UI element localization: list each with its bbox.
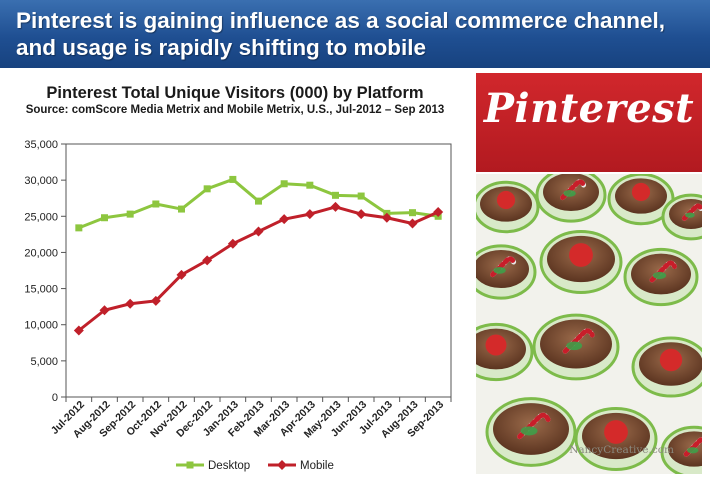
data-point-desktop [75, 224, 83, 232]
green-frosting [652, 271, 667, 280]
candy-cane-stripes [649, 260, 677, 283]
candy-cane-stripes [517, 412, 551, 440]
y-tick-label: 15,000 [24, 284, 58, 296]
red-frosting [496, 190, 516, 210]
banner-title: Pinterest is gaining influence as a soci… [16, 8, 665, 60]
chocolate [668, 431, 702, 467]
y-tick-label: 5,000 [30, 356, 58, 368]
green-frosting [686, 447, 699, 454]
data-point-mobile [433, 206, 444, 217]
data-point-desktop [229, 175, 237, 183]
data-point-mobile [304, 209, 315, 220]
y-tick-label: 25,000 [24, 211, 58, 223]
y-tick-label: 35,000 [24, 139, 58, 151]
data-point-desktop [101, 214, 108, 222]
data-point-desktop [332, 191, 339, 199]
red-frosting [631, 182, 651, 202]
legend-marker [277, 460, 287, 470]
data-point-desktop [203, 185, 211, 193]
data-point-mobile [150, 295, 161, 306]
candy-cane-stripes [560, 179, 587, 201]
y-tick-label: 20,000 [24, 247, 58, 259]
plot-area [65, 143, 452, 398]
data-point-mobile [356, 209, 367, 220]
red-frosting [659, 348, 683, 372]
chart-title: Pinterest Total Unique Visitors (000) by… [46, 84, 424, 102]
green-frosting [566, 341, 583, 351]
pinterest-logo: Pinterest [476, 73, 702, 172]
data-point-desktop [152, 200, 160, 208]
data-point-mobile [407, 218, 418, 229]
legend-label: Desktop [208, 460, 250, 472]
data-point-mobile [381, 212, 392, 223]
data-point-desktop [178, 205, 185, 213]
line-chart: 0 5,000 10,000 15,000 20,000 25,000 30,000 35,0… [24, 139, 452, 472]
logo-wordmark: Pinterest [483, 85, 695, 132]
data-point-mobile [99, 305, 110, 316]
data-point-mobile [73, 325, 84, 336]
y-tick-label: 10,000 [24, 320, 58, 332]
red-frosting [604, 420, 628, 444]
green-frosting [493, 267, 506, 274]
header-banner: Pinterest is gaining influence as a soci… [0, 0, 710, 68]
green-frosting [563, 190, 576, 197]
photo-chocolate-cups: NancyCreative.com [476, 174, 702, 474]
red-frosting [569, 243, 593, 267]
data-point-mobile [253, 226, 264, 237]
data-point-mobile [176, 269, 187, 280]
red-frosting [485, 334, 507, 356]
chart-subtitle: Source: comScore Media Metrix and Mobile… [25, 104, 445, 116]
data-point-desktop [357, 192, 365, 200]
series-line-mobile [77, 205, 439, 332]
candy-cane-stripes [681, 203, 702, 221]
data-point-desktop [255, 197, 262, 205]
data-point-desktop [126, 210, 134, 218]
data-point-mobile [330, 201, 341, 212]
candy-cane-stripes [490, 256, 517, 278]
legend-label: Mobile [300, 460, 334, 472]
chocolate-cups-illustration [476, 174, 702, 474]
data-point-mobile [227, 238, 238, 249]
candy-cane-stripes [562, 328, 595, 354]
y-tick-label: 30,000 [24, 175, 58, 187]
data-point-mobile [202, 255, 213, 266]
y-tick-label: 0 [52, 392, 58, 404]
photo-credit: NancyCreative.com [569, 444, 674, 456]
candy-cane-stripes [683, 437, 702, 457]
data-point-mobile [125, 298, 136, 309]
legend-marker [186, 461, 194, 469]
data-point-desktop [306, 181, 314, 189]
data-point-desktop [280, 180, 288, 188]
green-frosting [685, 212, 695, 218]
green-frosting [520, 426, 538, 436]
data-point-mobile [279, 214, 290, 225]
data-point-desktop [409, 209, 416, 217]
